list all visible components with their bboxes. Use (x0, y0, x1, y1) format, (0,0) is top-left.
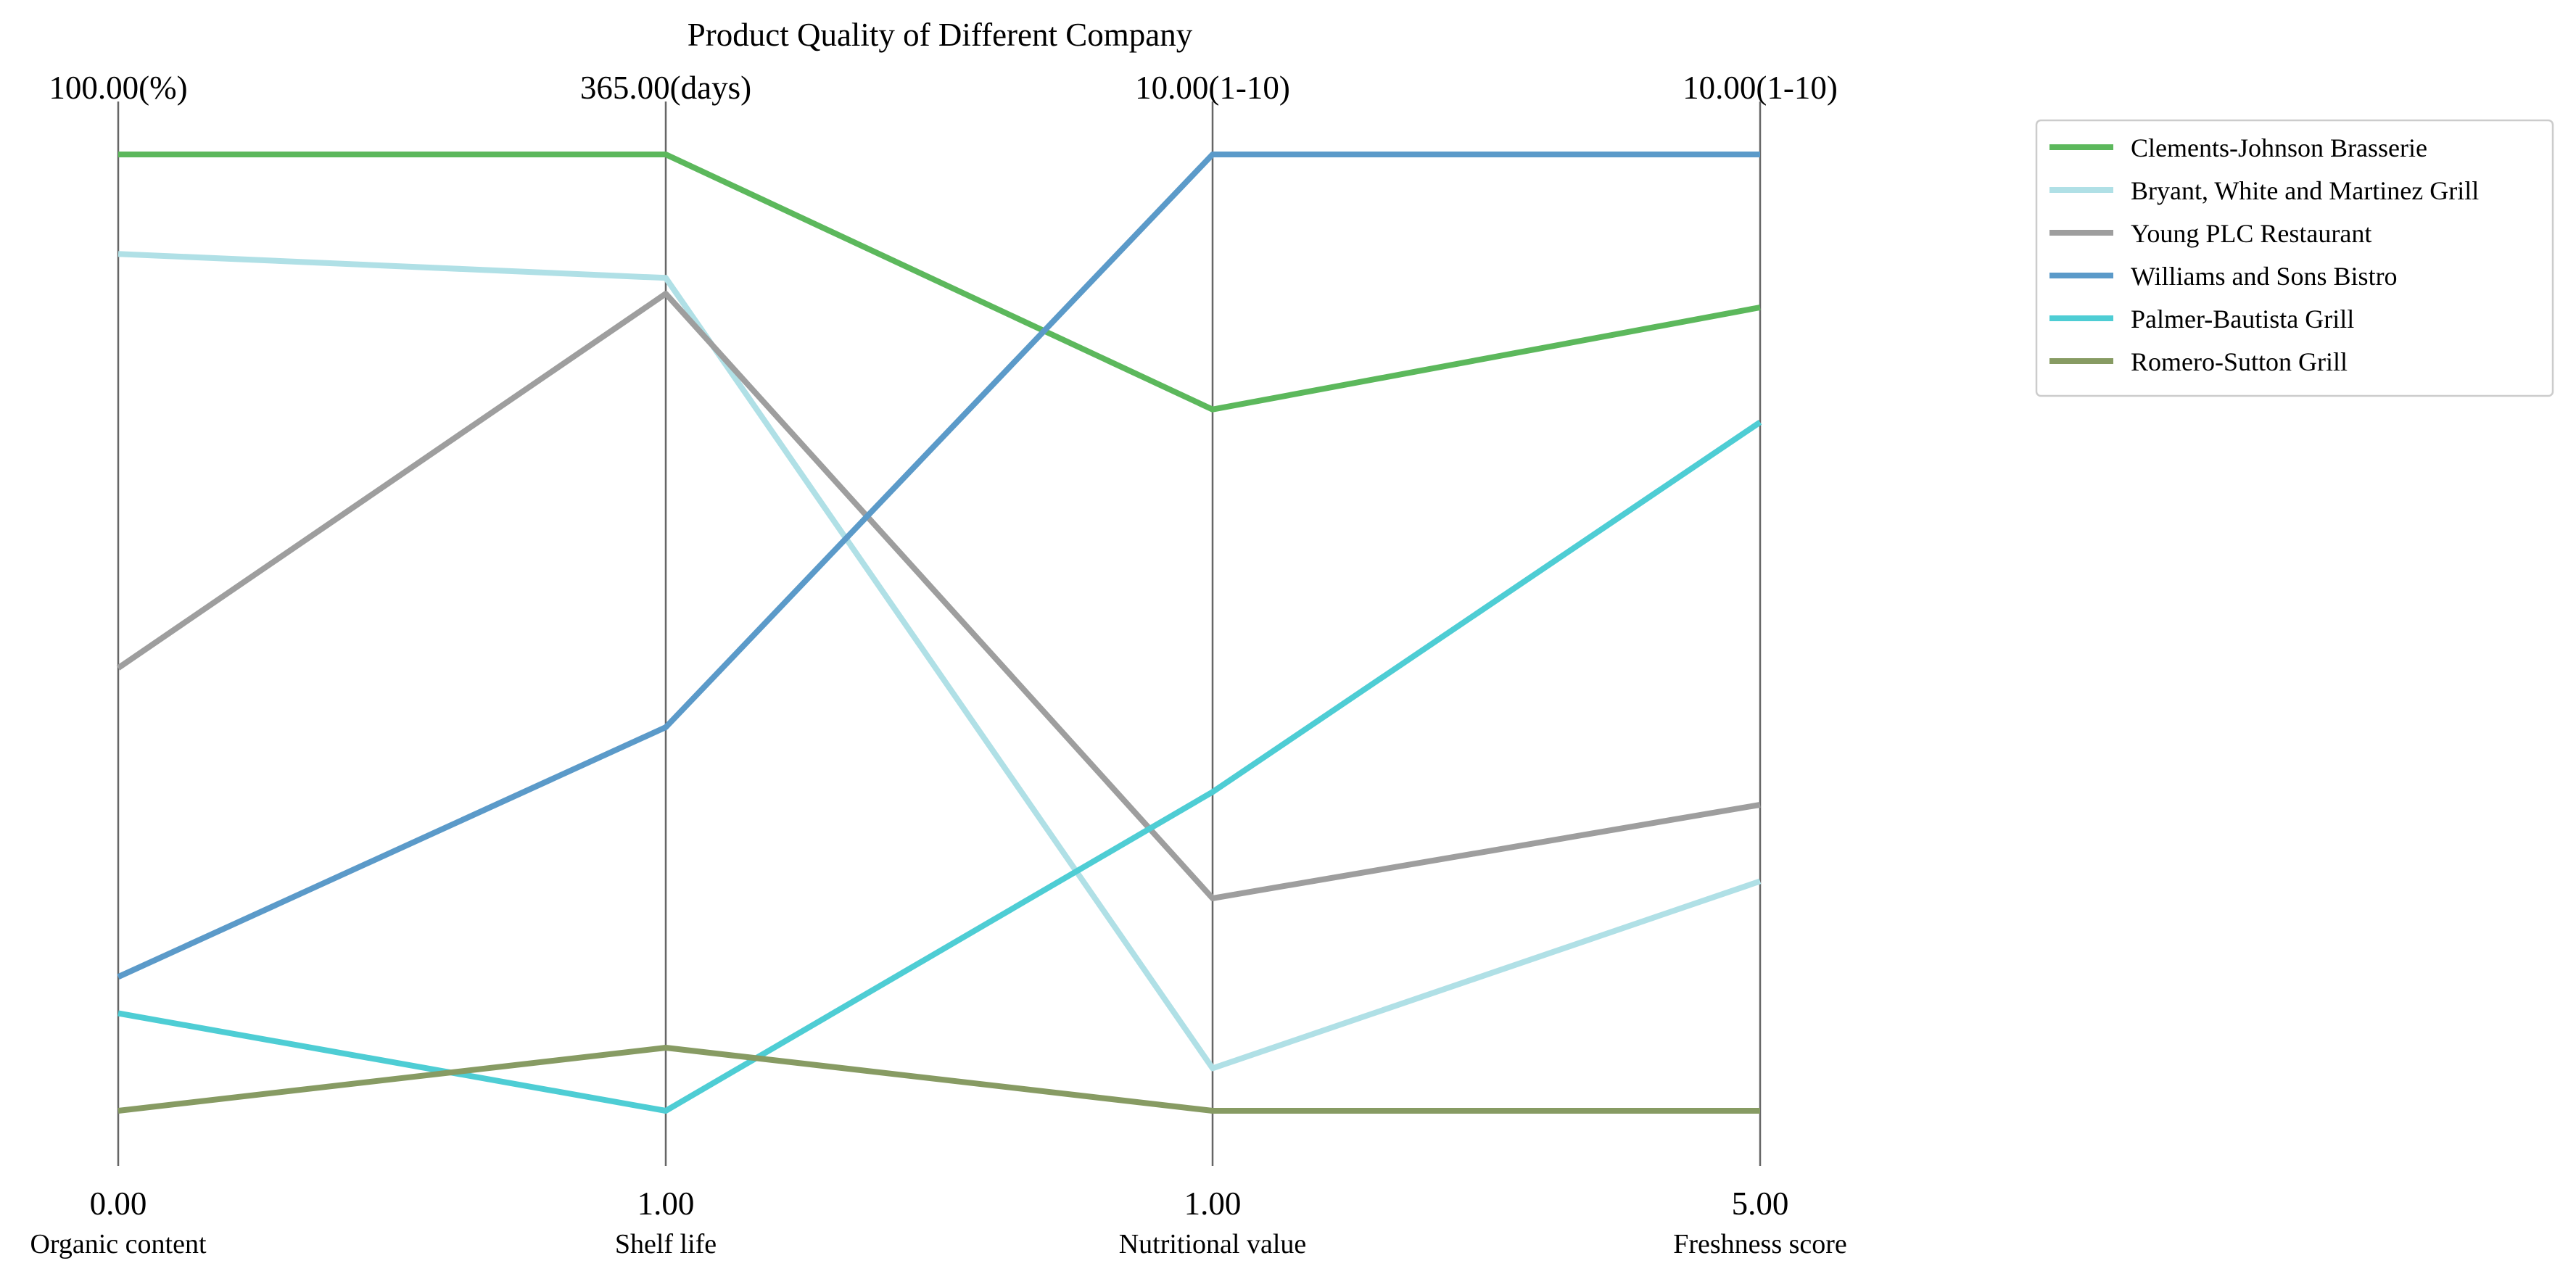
axis-min-label-shelf-life: 1.00 (637, 1185, 695, 1222)
legend: Clements-Johnson Brasserie Bryant, White … (2035, 119, 2554, 397)
axis-max-label-freshness-score: 10.00(1-10) (1683, 70, 1838, 106)
axis-max-label-nutritional-value: 10.00(1-10) (1135, 70, 1290, 106)
series-line-williams-and-sons-bistro (117, 152, 1760, 980)
axis-name-nutritional-value: Nutritional value (1119, 1229, 1307, 1259)
legend-label-palmer-bautista-grill: Palmer-Bautista Grill (2131, 305, 2354, 334)
series-line-young-plc-restaurant (116, 291, 1761, 901)
axis-name-organic-content: Organic content (30, 1229, 206, 1259)
series-line-romero-sutton-grill (117, 1045, 1760, 1114)
series-line-bryant-white-and-martinez-grill (117, 251, 1762, 1072)
series-line-clements-johnson-brasserie (118, 152, 1761, 413)
axis-min-label-nutritional-value: 1.00 (1184, 1185, 1242, 1222)
axis-max-label-shelf-life: 365.00(days) (580, 70, 751, 106)
axis-min-label-freshness-score: 5.00 (1732, 1185, 1789, 1222)
legend-box (2035, 119, 2554, 397)
legend-label-young-plc-restaurant: Young PLC Restaurant (2131, 219, 2371, 248)
legend-label-williams-and-sons-bistro: Williams and Sons Bistro (2131, 262, 2398, 291)
axis-name-shelf-life: Shelf life (615, 1229, 717, 1259)
axes-layer: 100.00(%) 0.00 Organic content 365.00(days)… (30, 70, 1846, 1259)
axis-min-label-organic-content: 0.00 (90, 1185, 147, 1222)
chart-title: Product Quality of Different Company (688, 17, 1193, 53)
legend-label-bryant-white-and-martinez-grill: Bryant, White and Martinez Grill (2131, 176, 2479, 205)
legend-label-romero-sutton-grill: Romero-Sutton Grill (2131, 347, 2348, 376)
series-lines-layer (116, 152, 1762, 1114)
axis-name-freshness-score: Freshness score (1673, 1229, 1847, 1259)
legend-label-clements-johnson-brasserie: Clements-Johnson Brasserie (2131, 133, 2427, 162)
axis-max-label-organic-content: 100.00(%) (49, 70, 187, 106)
series-line-palmer-bautista-grill (117, 419, 1762, 1114)
